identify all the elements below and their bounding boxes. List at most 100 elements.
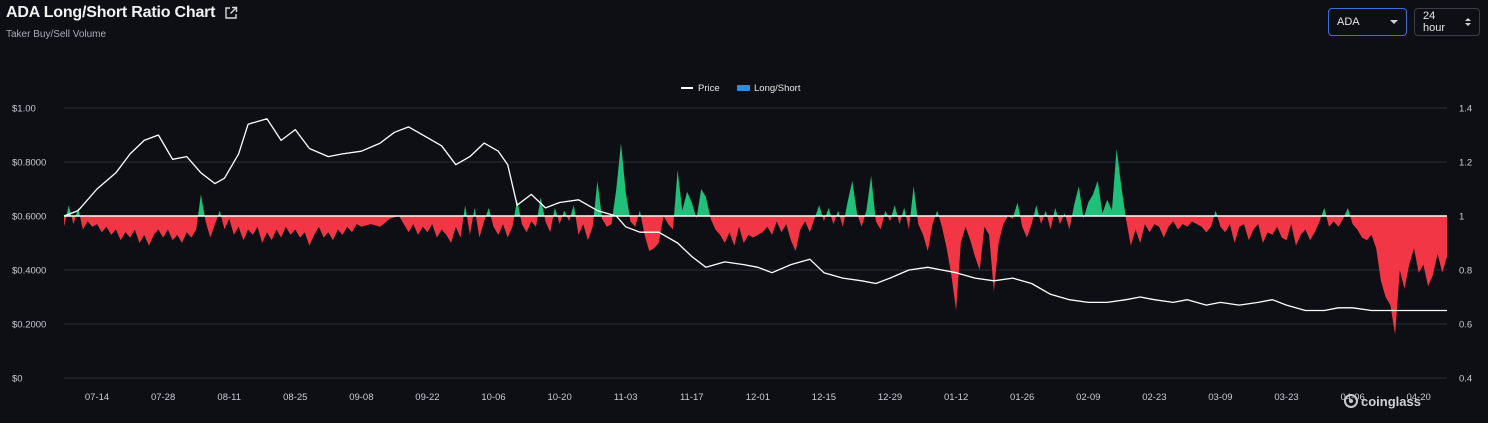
watermark-text: coinglass	[1361, 394, 1421, 409]
x-axis-tick-label: 02-23	[1142, 392, 1166, 403]
x-axis-tick-label: 12-15	[812, 392, 836, 403]
short-area-segment	[601, 216, 613, 227]
short-area-segment	[663, 216, 674, 230]
long-area-segment	[75, 207, 80, 216]
short-area-segment	[1039, 216, 1044, 225]
short-area-segment	[221, 216, 400, 246]
long-area-segment	[1053, 207, 1058, 216]
x-axis-tick-label: 10-20	[547, 392, 571, 403]
x-axis-tick-label: 04-06	[1340, 392, 1364, 403]
right-axis-tick-label: 0.6	[1459, 320, 1472, 331]
left-axis-tick-label: $0	[12, 374, 23, 385]
x-axis-tick-label: 10-06	[481, 392, 505, 403]
long-area-segment	[891, 205, 898, 216]
right-axis-tick-label: 1.2	[1459, 158, 1472, 169]
short-area-segment	[544, 216, 554, 233]
left-axis-tick-label: $0.8000	[12, 158, 46, 169]
short-area-segment	[1217, 216, 1322, 246]
long-area-segment	[217, 210, 222, 216]
period-select-value: 24 hour	[1423, 10, 1446, 34]
short-area-segment	[938, 216, 1008, 311]
coin-select[interactable]: ADA	[1328, 8, 1407, 36]
long-area-segment	[638, 210, 641, 216]
short-area-segment	[839, 216, 845, 227]
short-area-segment	[822, 216, 826, 222]
short-area-segment	[1326, 216, 1345, 227]
x-axis-tick-label: 01-26	[1010, 392, 1034, 403]
x-axis-tick-label: 07-14	[85, 392, 109, 403]
long-area-segment	[864, 175, 876, 216]
x-axis-tick-label: 01-12	[944, 392, 968, 403]
x-axis-tick-label: 07-28	[151, 392, 175, 403]
title-row: ADA Long/Short Ratio Chart	[6, 4, 238, 22]
long-area-segment	[935, 210, 939, 216]
page-subtitle: Taker Buy/Sell Volume	[6, 29, 107, 40]
long-area-segment	[473, 207, 476, 216]
chevron-down-icon	[1390, 20, 1398, 24]
short-area-segment	[897, 216, 902, 225]
legend-item-long-short[interactable]: Long/Short	[737, 83, 801, 94]
short-area-segment	[857, 216, 865, 227]
short-area-segment	[79, 216, 198, 246]
x-axis-ticks: 07-14 07-28 08-11 08-25 09-08 09-22 10-06 10-20…	[85, 392, 1431, 403]
short-area-segment	[1065, 216, 1072, 230]
x-axis-tick-label: 12-01	[746, 392, 770, 403]
x-axis-tick-label: 11-17	[680, 392, 704, 403]
left-axis-tick-label: $0.6000	[12, 212, 46, 223]
coinglass-watermark: coinglass	[1344, 394, 1421, 409]
long-area-segment	[910, 186, 918, 216]
long-area-segment	[844, 180, 858, 216]
short-area-segment	[71, 216, 76, 225]
right-axis-ticks: 0.4 0.6 0.8 1 1.2 1.4	[1459, 104, 1472, 385]
price-line-series	[63, 118, 1447, 312]
short-area-segment	[466, 216, 474, 235]
short-area-segment	[887, 216, 892, 222]
long-area-segment	[537, 197, 545, 216]
long-area-segment	[1072, 186, 1084, 216]
short-area-segment	[557, 216, 563, 225]
short-area-segment	[490, 216, 515, 238]
long-area-segment	[198, 194, 205, 216]
long-area-segment	[884, 210, 888, 216]
right-axis-tick-label: 0.4	[1459, 374, 1472, 385]
right-axis-tick-label: 0.8	[1459, 266, 1472, 277]
short-area-segment	[575, 216, 594, 241]
long-area-segment	[1084, 148, 1126, 216]
long-area-segment	[1043, 210, 1048, 216]
short-area-segment	[1057, 216, 1064, 225]
long-area-segment	[1321, 207, 1327, 216]
short-area-segment	[1125, 216, 1215, 246]
x-axis-tick-label: 12-29	[878, 392, 902, 403]
long-area-segment	[674, 170, 696, 216]
long-area-segment	[901, 207, 906, 216]
long-area-segment	[463, 205, 467, 216]
x-axis-tick-label: 09-08	[349, 392, 373, 403]
x-axis-tick-label: 08-25	[283, 392, 307, 403]
short-area-segment	[640, 216, 664, 252]
long-area-segment	[1013, 202, 1021, 216]
x-axis-tick-label: 08-11	[217, 392, 241, 403]
up-down-chevron-icon	[1465, 18, 1471, 26]
short-area-segment	[64, 216, 67, 227]
x-axis-tick-label: 09-22	[415, 392, 439, 403]
chart-grid	[64, 107, 1447, 379]
short-area-segment	[399, 216, 464, 243]
page-title: ADA Long/Short Ratio Chart	[6, 4, 216, 21]
left-axis-tick-label: $0.2000	[12, 320, 46, 331]
left-axis-ticks: $0 $0.2000 $0.4000 $0.6000 $0.8000 $1.00	[12, 104, 46, 385]
long-area-segment	[562, 210, 567, 216]
period-select[interactable]: 24 hour	[1414, 8, 1480, 36]
price-line	[63, 118, 1447, 312]
external-link-icon[interactable]	[224, 6, 238, 20]
legend-item-price[interactable]: Price	[681, 83, 720, 94]
short-area-segment	[906, 216, 911, 230]
long-area-segment	[1214, 210, 1218, 216]
right-axis-tick-label: 1	[1459, 212, 1464, 223]
long-area-segment	[514, 199, 521, 216]
short-area-segment	[831, 216, 837, 225]
x-axis-tick-label: 03-23	[1274, 392, 1298, 403]
left-axis-tick-label: $0.4000	[12, 266, 46, 277]
x-axis-tick-label: 03-09	[1208, 392, 1232, 403]
coinglass-logo-icon	[1344, 394, 1358, 408]
